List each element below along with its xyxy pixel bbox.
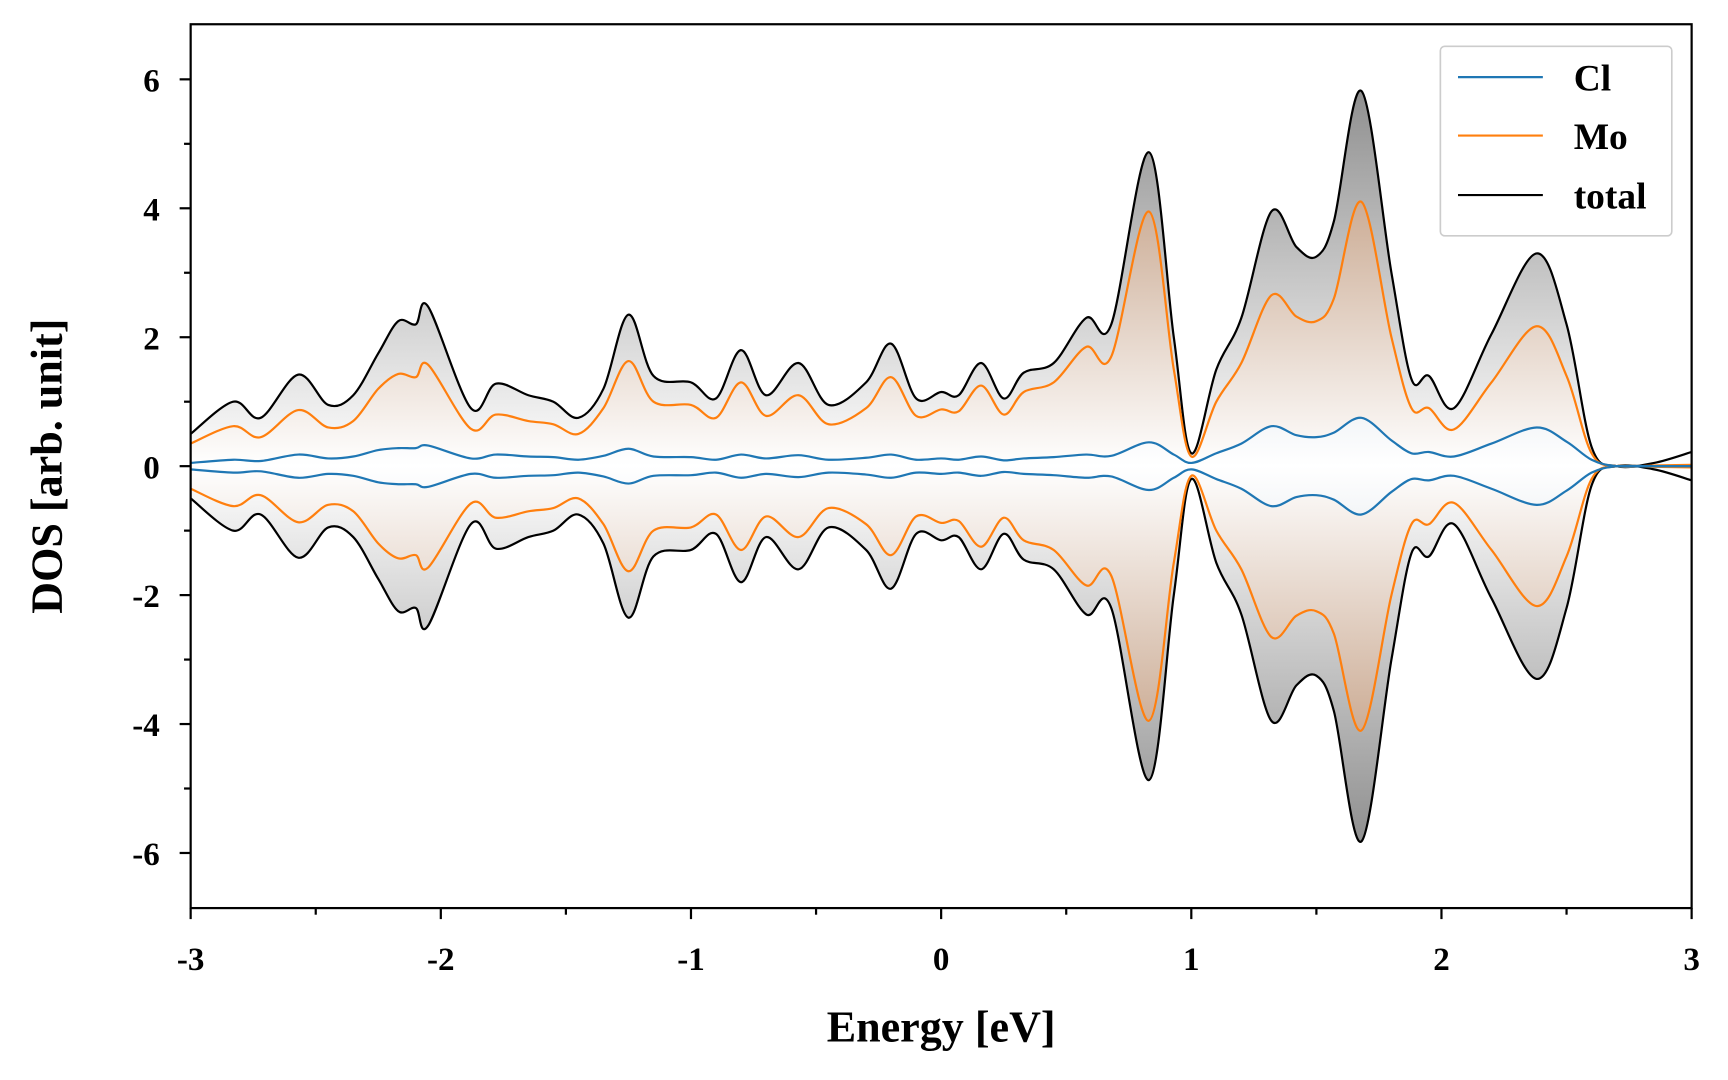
y-tick-label: 2 bbox=[143, 321, 160, 357]
series-lines bbox=[189, 89, 1692, 843]
legend-label-mo: Mo bbox=[1574, 117, 1628, 158]
line-total-negative bbox=[189, 464, 1692, 843]
legend: Cl Mo total bbox=[1439, 45, 1673, 237]
fill-areas bbox=[190, 90, 1692, 842]
legend-label-total: total bbox=[1574, 176, 1647, 217]
x-axis-label: Energy [eV] bbox=[827, 1002, 1056, 1051]
y-tick-label: 0 bbox=[143, 450, 160, 486]
x-tick-label: 0 bbox=[933, 942, 950, 978]
line-mo-positive bbox=[190, 200, 1692, 469]
y-tick-label: 4 bbox=[143, 192, 160, 228]
x-tick-label: -1 bbox=[677, 942, 705, 978]
legend-label-cl: Cl bbox=[1574, 58, 1611, 99]
line-cl-negative bbox=[190, 464, 1692, 516]
y-tick-label: -2 bbox=[132, 579, 160, 615]
y-axis-label: DOS [arb. unit] bbox=[23, 319, 72, 614]
legend-box bbox=[1439, 45, 1673, 237]
x-tick-label: -2 bbox=[427, 942, 455, 978]
x-tick-label: 1 bbox=[1183, 942, 1200, 978]
line-cl-positive bbox=[190, 416, 1692, 468]
axis-ticks: -3 -2 -1 0 1 2 3 -6 -4 -2 0 2 4 6 bbox=[132, 63, 1700, 977]
fill-cl bbox=[190, 417, 1692, 515]
y-tick-label: -6 bbox=[132, 837, 160, 873]
y-tick-label: -4 bbox=[132, 708, 160, 744]
y-tick-label: 6 bbox=[143, 63, 160, 99]
line-total-positive bbox=[189, 89, 1692, 469]
x-tick-label: -3 bbox=[177, 942, 205, 978]
x-tick-label: 3 bbox=[1683, 942, 1700, 978]
x-tick-label: 2 bbox=[1433, 942, 1450, 978]
line-mo-negative bbox=[190, 464, 1692, 732]
